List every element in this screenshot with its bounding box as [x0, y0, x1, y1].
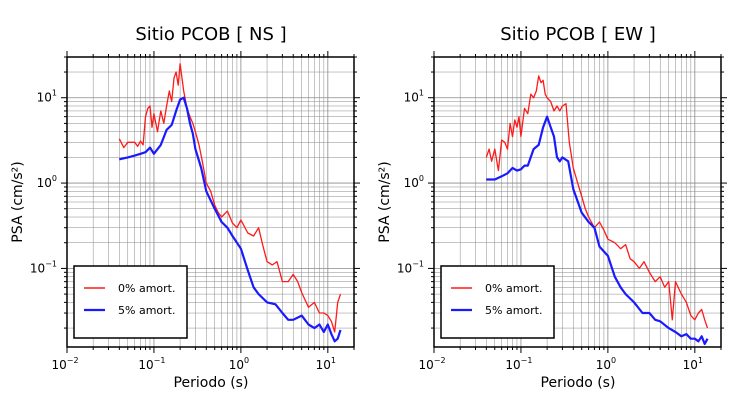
y-tick-label: 100 [37, 174, 57, 190]
legend: 0% amort. 5% amort. [440, 265, 555, 339]
y-tick-label: 100 [404, 174, 424, 190]
tick-group: 10−2 10−1 100 101 10−1 100 101 [397, 51, 727, 372]
legend-label-1: 5% amort. [485, 304, 542, 317]
y-axis-label: PSA (cm/s²) [377, 161, 393, 243]
chart-title: Sitio PCOB [ NS ] [135, 24, 286, 45]
y-tick-label: 10−1 [30, 259, 57, 275]
legend: 0% amort. 5% amort. [73, 265, 188, 339]
x-tick-label: 10−1 [138, 356, 165, 372]
chart-title: Sitio PCOB [ EW ] [500, 24, 656, 45]
series-group [118, 63, 342, 343]
x-tick-label: 100 [229, 356, 249, 372]
y-tick-label: 10−1 [397, 259, 424, 275]
x-tick-label: 100 [596, 356, 616, 372]
series-line-amort-0 [118, 63, 342, 333]
legend-box [440, 265, 555, 339]
chart-panel-ew: Sitio PCOB [ EW ] 10−2 10−1 100 10110−11001… [377, 24, 727, 391]
x-axis-label: Periodo (s) [174, 375, 249, 391]
y-axis-label: PSA (cm/s²) [10, 161, 26, 243]
grid [66, 56, 355, 347]
legend-box [73, 265, 188, 339]
x-tick-label: 101 [316, 356, 336, 372]
x-tick-label: 101 [683, 356, 703, 372]
x-axis-label: Periodo (s) [541, 375, 616, 391]
x-tick-label: 10−2 [51, 356, 78, 372]
tick-group: 10−2 10−1 100 101 10−1 100 101 [30, 51, 360, 372]
y-tick-label: 101 [404, 89, 424, 105]
series-line-amort-5 [119, 96, 342, 343]
legend-label-0: 0% amort. [118, 282, 175, 295]
legend-label-0: 0% amort. [485, 282, 542, 295]
series-line-amort-0 [485, 75, 709, 329]
chart-panel-ns: Sitio PCOB [ NS ] 10−2 10−1 100 10110−11001… [10, 24, 360, 391]
legend-label-1: 5% amort. [118, 304, 175, 317]
series-group [485, 75, 709, 346]
series-line-amort-5 [486, 115, 709, 346]
x-tick-label: 10−2 [418, 356, 445, 372]
x-tick-label: 10−1 [505, 356, 532, 372]
y-tick-label: 101 [37, 89, 57, 105]
